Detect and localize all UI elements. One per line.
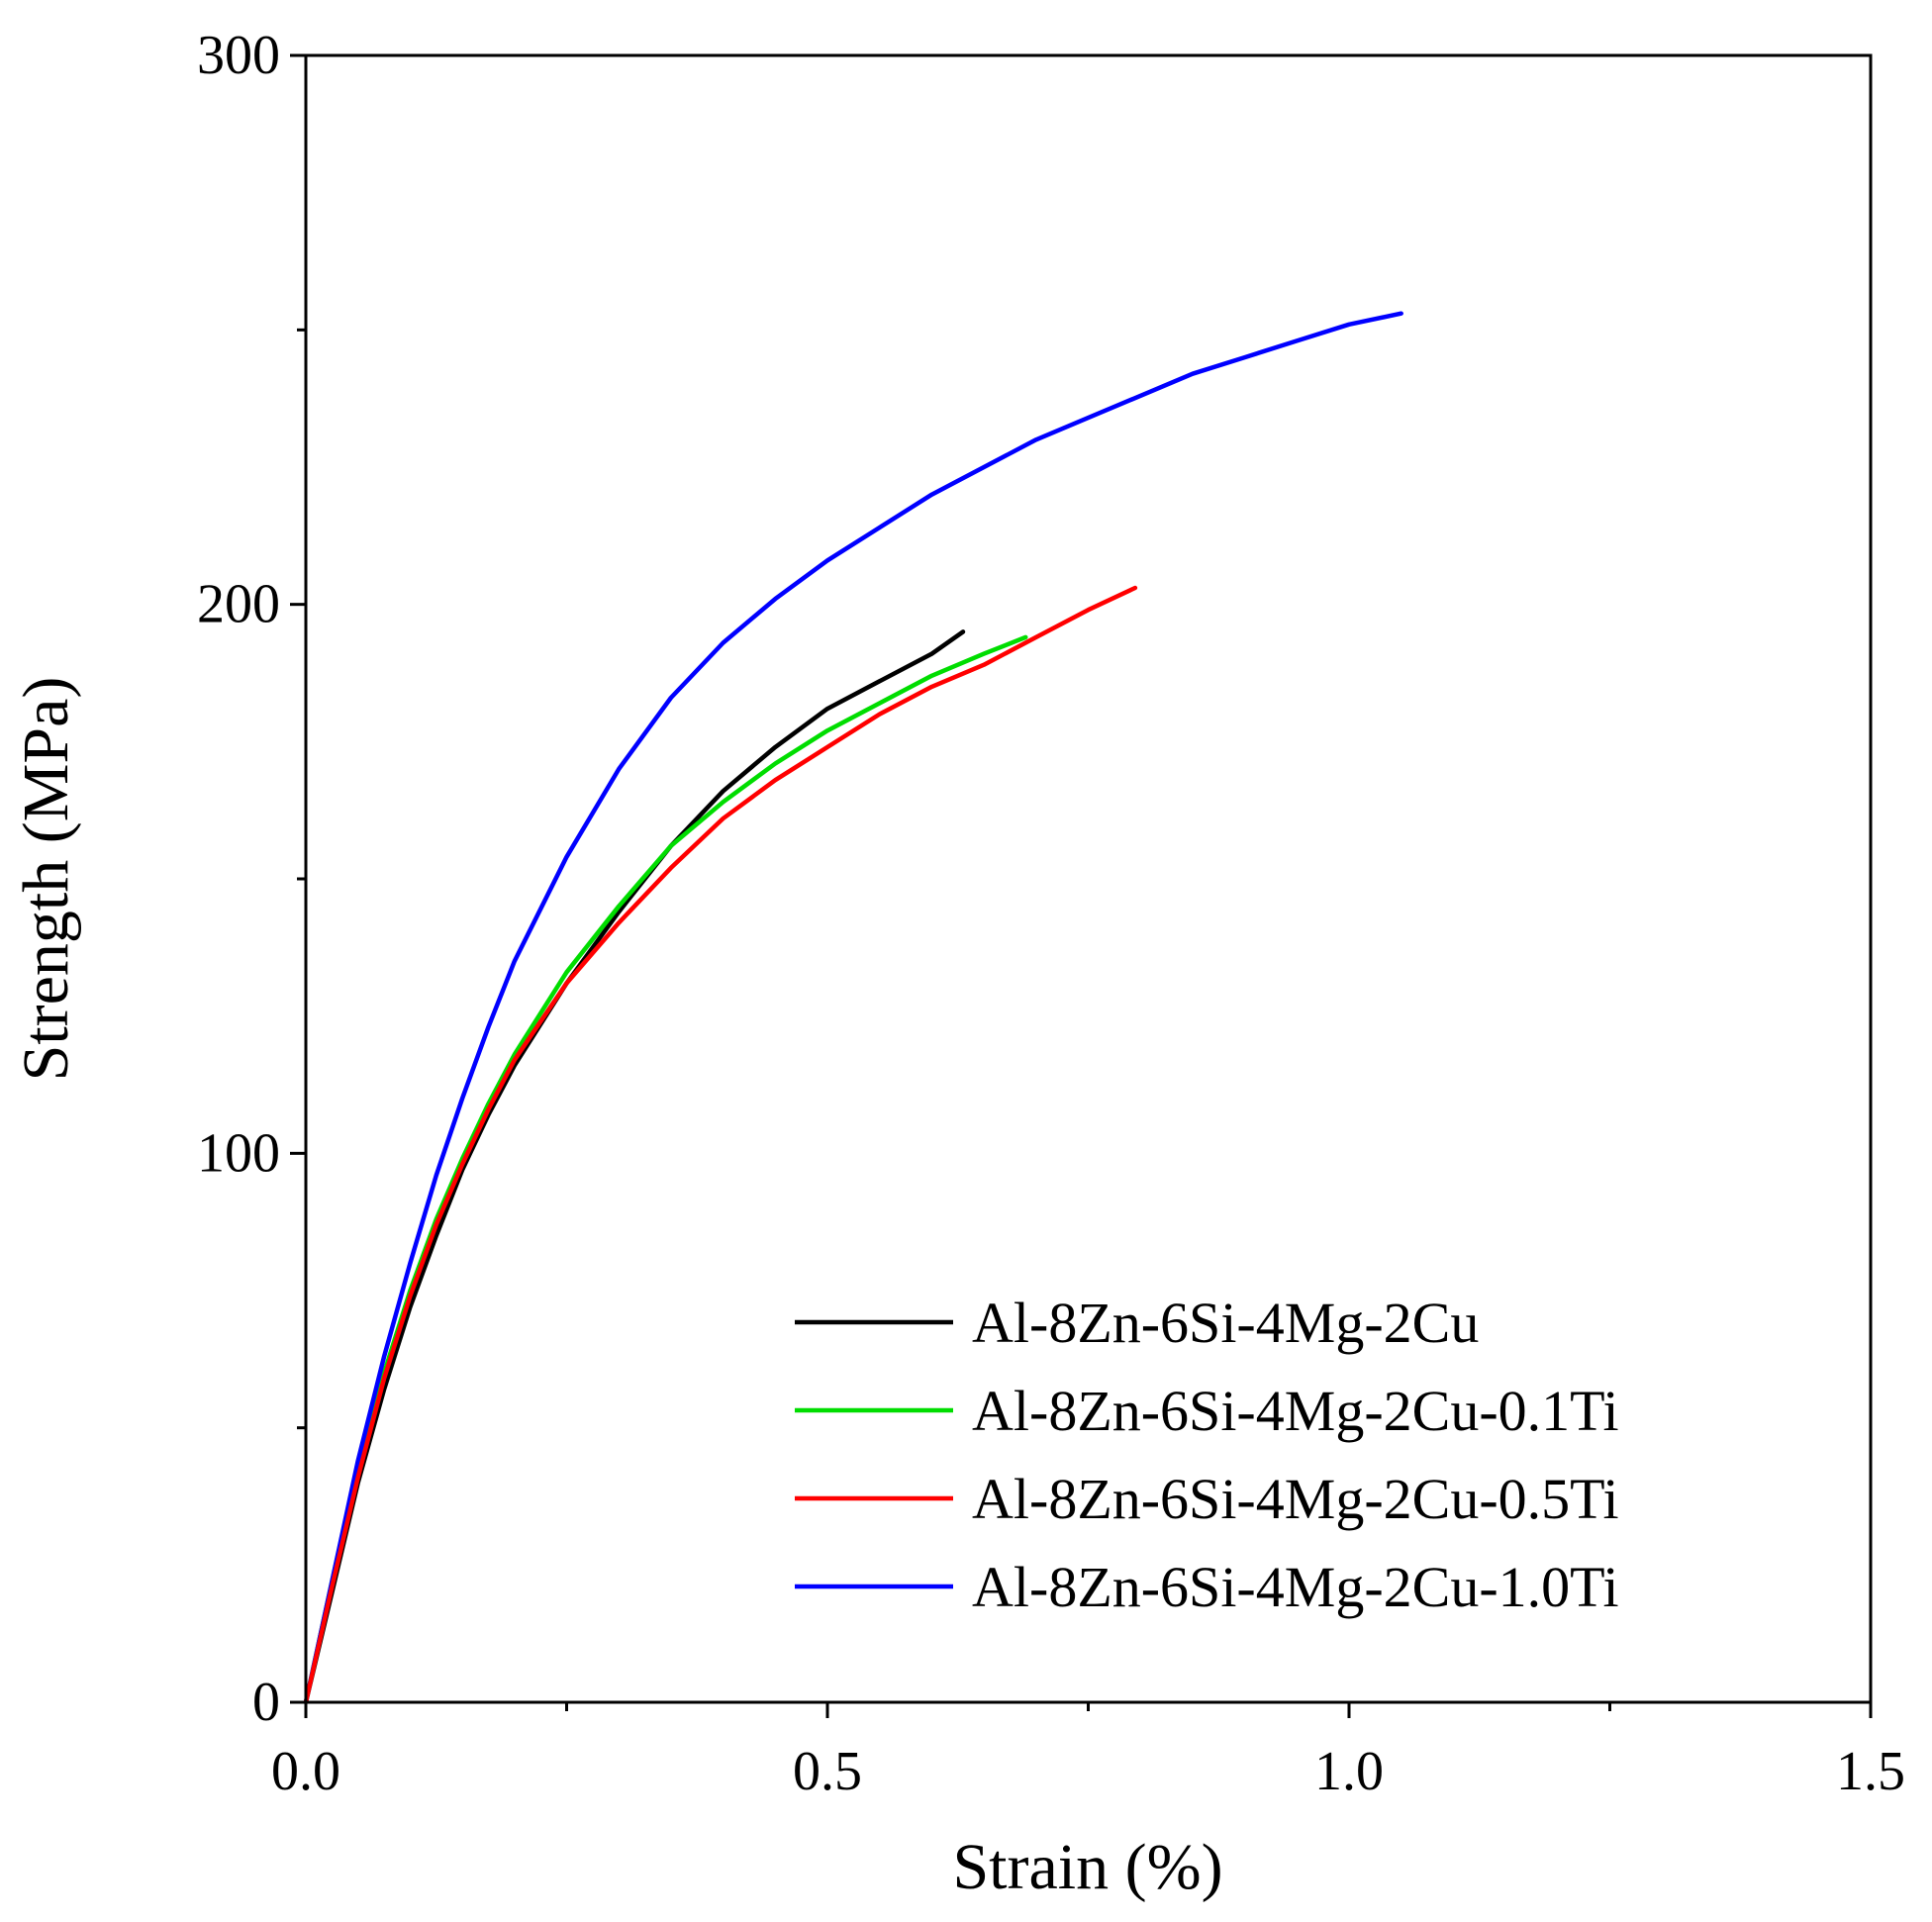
x-tick-label: 1.0 (1314, 1741, 1384, 1802)
x-tick-label: 0.0 (271, 1741, 340, 1802)
x-axis-title: Strain (%) (952, 1831, 1222, 1903)
ticks-layer: 0.0 0.5 1.0 1.5 0 100 200 300 (197, 25, 1905, 1802)
series-line-3 (303, 585, 1138, 1705)
y-tick-label: 200 (197, 574, 280, 635)
series-layer (303, 311, 1403, 1705)
legend-label-4: Al-8Zn-6Si-4Mg-2Cu-1.0Ti (972, 1555, 1619, 1619)
legend-label-2: Al-8Zn-6Si-4Mg-2Cu-0.1Ti (972, 1379, 1619, 1443)
y-tick-label: 100 (197, 1122, 280, 1184)
series-line-4 (303, 311, 1403, 1705)
legend: Al-8Zn-6Si-4Mg-2Cu Al-8Zn-6Si-4Mg-2Cu-0.1… (795, 1291, 1619, 1619)
legend-label-1: Al-8Zn-6Si-4Mg-2Cu (972, 1291, 1479, 1355)
y-tick-label: 300 (197, 25, 280, 86)
x-tick-label: 0.5 (793, 1741, 862, 1802)
y-axis-title: Strength (MPa) (10, 677, 82, 1082)
y-tick-label: 0 (252, 1672, 280, 1733)
x-tick-label: 1.5 (1836, 1741, 1905, 1802)
legend-label-3: Al-8Zn-6Si-4Mg-2Cu-0.5Ti (972, 1467, 1619, 1531)
